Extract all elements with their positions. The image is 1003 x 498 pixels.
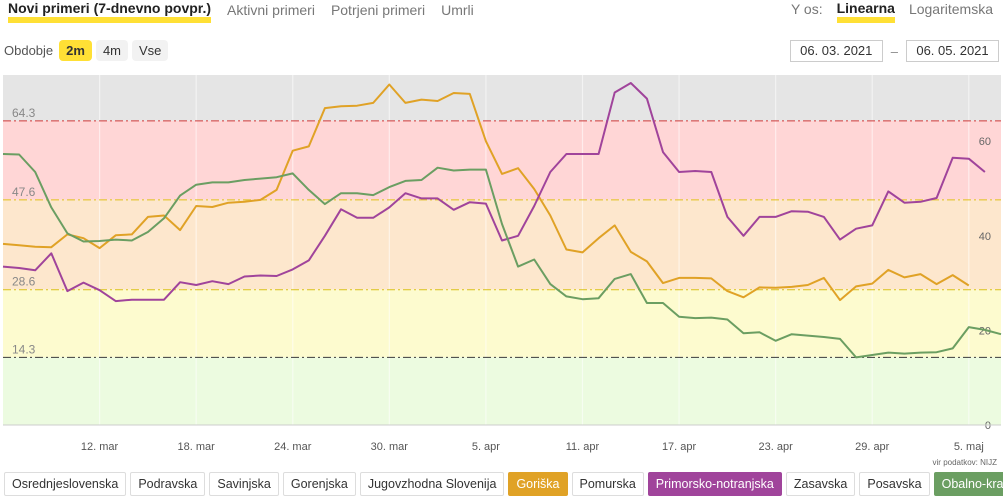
series-line-obalno-kra-ka	[2, 153, 1002, 359]
legend-gorenjska-button[interactable]: Gorenjska	[282, 472, 356, 496]
line-chart: 12. mar 18. mar 24. mar 30. mar 5. apr 11. ap…	[2, 75, 1002, 453]
legend-posavska-button[interactable]: Posavska	[859, 472, 930, 496]
series-line-primorsko-notranjska	[2, 82, 986, 303]
legend-podravska-button[interactable]: Podravska	[130, 472, 206, 496]
x-tick-label: 12. mar	[81, 441, 119, 453]
y-scale-label: Y os:	[790, 1, 823, 17]
metric-tabs: Novi primeri (7-dnevno povpr.) Aktivni pr…	[8, 0, 474, 24]
period-4m-button[interactable]: 4m	[95, 40, 129, 61]
tab-umrli[interactable]: Umrli	[441, 2, 474, 18]
source-note: vir podatkov: NIJZ	[932, 458, 997, 467]
threshold-label: 14.3	[12, 342, 36, 356]
x-tick-label: 17. apr	[662, 441, 697, 453]
legend-gori-ka-button[interactable]: Goriška	[508, 472, 568, 496]
date-range: 06. 03. 2021 – 06. 05. 2021	[789, 40, 999, 62]
period-label: Obdobje	[4, 43, 54, 58]
threshold-label: 47.6	[12, 185, 36, 199]
x-tick-label: 23. apr	[759, 441, 794, 453]
period-vse-button[interactable]: Vse	[132, 40, 169, 61]
y-scale-switch: Y os: Linearna Logaritemska	[791, 0, 993, 23]
legend-obalno-kra-ka-button[interactable]: Obalno-kraška	[933, 472, 1003, 496]
y-tick-label: 40	[979, 231, 991, 243]
band-47-6	[3, 199, 1001, 290]
tab-potrjeni-primeri[interactable]: Potrjeni primeri	[330, 2, 426, 18]
x-tick-label: 5. apr	[472, 441, 500, 453]
y-tick-label: 0	[985, 420, 991, 432]
threshold-label: 28.6	[12, 275, 36, 289]
band-above	[3, 75, 1001, 121]
legend-zasavska-button[interactable]: Zasavska	[785, 472, 856, 496]
x-tick-label: 18. mar	[178, 441, 216, 453]
band-64-3	[3, 120, 1001, 200]
x-tick-label: 11. apr	[566, 441, 600, 453]
legend-pomurska-button[interactable]: Pomurska	[571, 472, 644, 496]
legend-osrednjeslovenska-button[interactable]: Osrednjeslovenska	[4, 472, 127, 496]
band-14-3	[3, 357, 1001, 425]
tab-novi-primeri-7-dnevno-povpr[interactable]: Novi primeri (7-dnevno povpr.)	[8, 0, 212, 23]
x-tick-label: 5. maj	[954, 441, 984, 453]
date-range-separator: –	[890, 43, 898, 59]
period-selector: Obdobje 2m 4m Vse	[4, 40, 169, 61]
x-tick-label: 29. apr	[855, 441, 890, 453]
series-line-gori-ka	[2, 83, 970, 302]
date-from-field[interactable]: 06. 03. 2021	[789, 40, 883, 62]
threshold-label: 64.3	[12, 106, 36, 120]
tab-aktivni-primeri[interactable]: Aktivni primeri	[227, 2, 315, 18]
x-tick-label: 24. mar	[274, 441, 312, 453]
date-to-field[interactable]: 06. 05. 2021	[906, 40, 999, 62]
legend-primorsko-notranjska-button[interactable]: Primorsko-notranjska	[647, 472, 782, 496]
legend-jugovzhodna-slovenija-button[interactable]: Jugovzhodna Slovenija	[359, 472, 505, 496]
region-legend: Osrednjeslovenska Podravska Savinjska Goren…	[4, 472, 1003, 496]
y-scale-linearna-option[interactable]: Linearna	[836, 0, 895, 23]
band-28-6	[3, 289, 1001, 358]
x-tick-label: 30. mar	[371, 441, 409, 453]
period-2m-button[interactable]: 2m	[59, 40, 92, 61]
y-tick-label: 60	[979, 136, 991, 148]
legend-savinjska-button[interactable]: Savinjska	[209, 472, 279, 496]
y-scale-logaritemska-option[interactable]: Logaritemska	[908, 1, 993, 17]
